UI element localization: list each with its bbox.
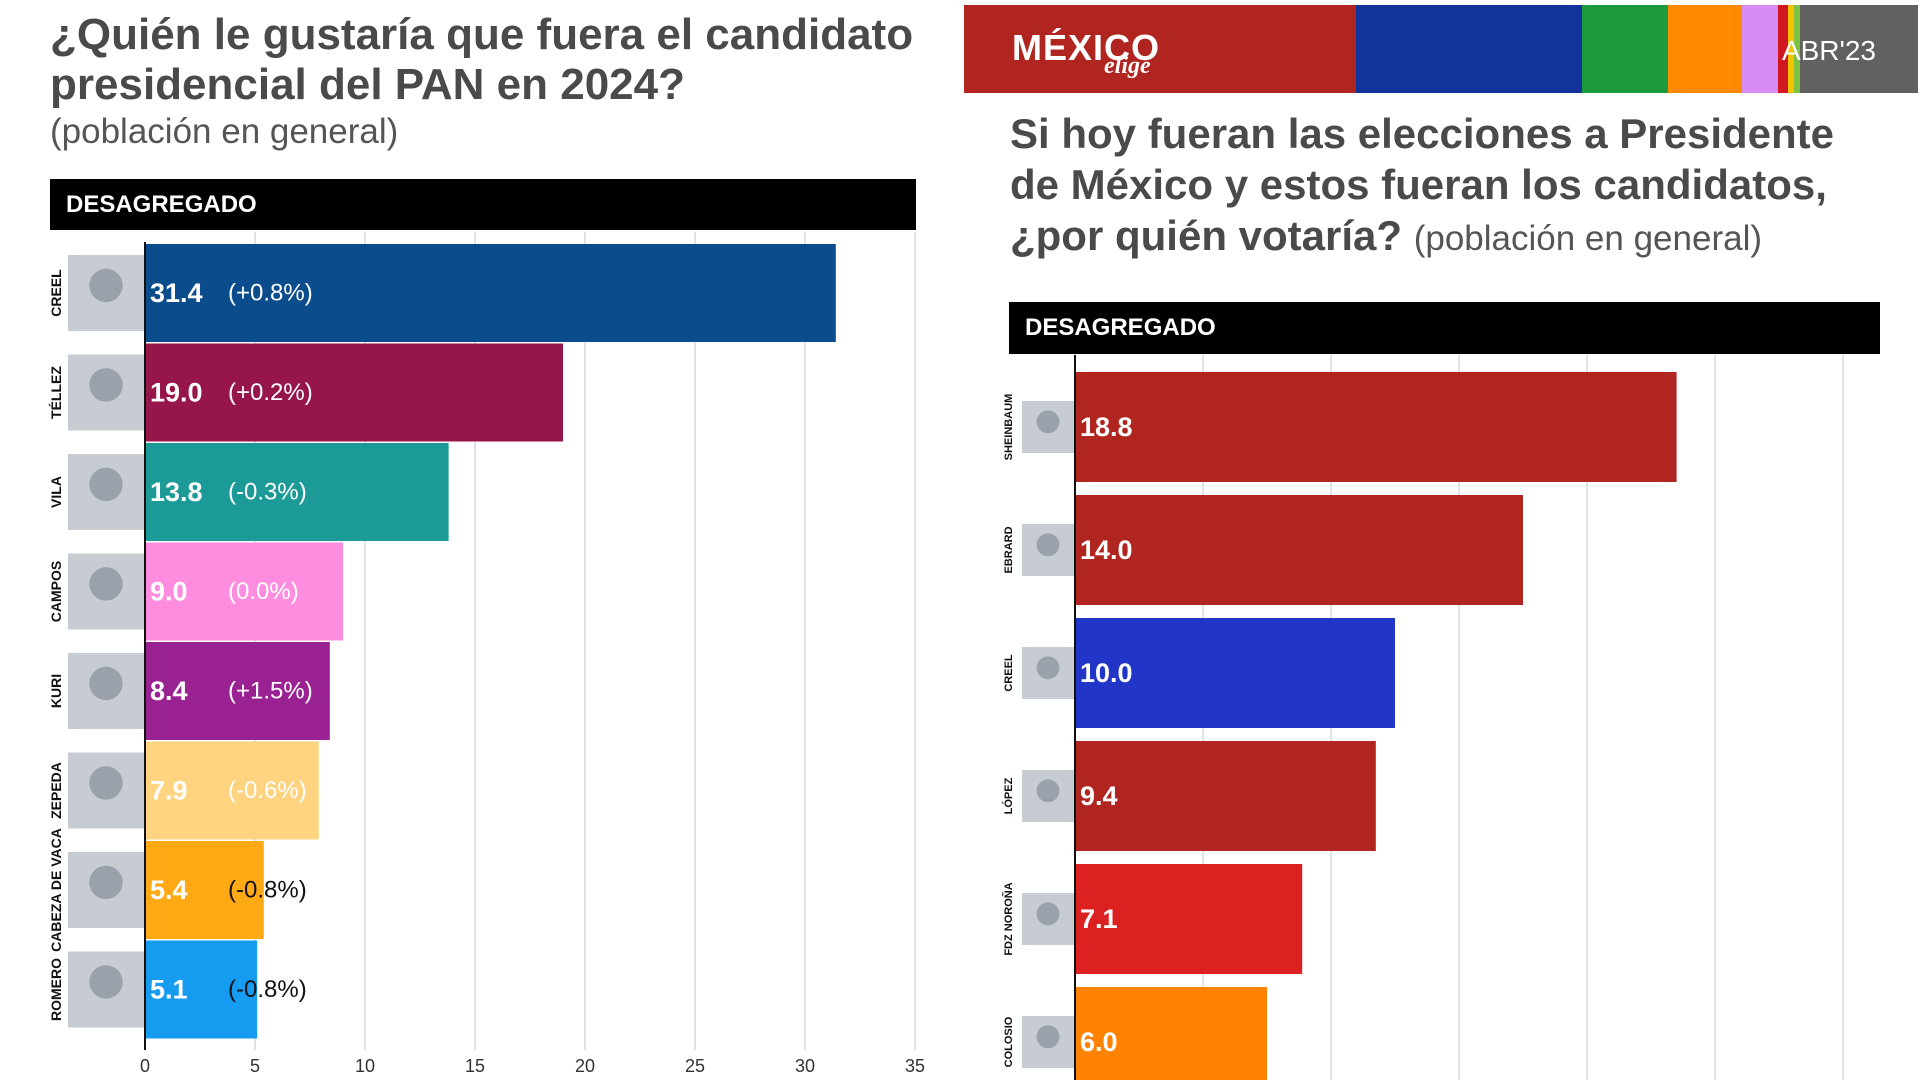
change-label-vila: (-0.3%) bbox=[228, 479, 307, 506]
x-tick-label-10: 10 bbox=[355, 1056, 375, 1076]
category-label-fdz-norona: FDZ NOROÑA bbox=[1002, 882, 1015, 955]
category-label-creel: CREEL bbox=[1003, 654, 1015, 692]
candidate-photo-head-zepeda bbox=[89, 766, 123, 800]
category-label-cabeza-de-vaca: CABEZA DE VACA bbox=[48, 828, 64, 952]
x-tick-label-15: 15 bbox=[465, 1056, 485, 1076]
category-label-colosio: COLOSIO bbox=[1003, 1016, 1015, 1067]
right-chart-panel: MÉXICO elige ABR'23 Si hoy fueran las el… bbox=[964, 0, 1920, 1080]
x-tick-label-35: 35 bbox=[905, 1056, 925, 1076]
bar-colosio bbox=[1075, 987, 1267, 1080]
bar-zepeda bbox=[145, 741, 319, 840]
value-label-ebrard: 14.0 bbox=[1080, 535, 1133, 565]
right-desagregado-header: DESAGREGADO bbox=[1009, 302, 1880, 354]
bar-vila bbox=[145, 443, 449, 541]
banner-segment-blue bbox=[1356, 5, 1582, 93]
category-label-romero: ROMERO bbox=[48, 958, 64, 1021]
x-tick-label-0: 0 bbox=[140, 1056, 150, 1076]
category-label-ebrard: EBRARD bbox=[1003, 526, 1015, 573]
banner-segment-pink bbox=[1742, 5, 1778, 93]
value-label-tellez: 19.0 bbox=[150, 378, 203, 408]
candidate-photo-head-vila bbox=[89, 467, 123, 502]
left-chart-panel: ¿Quién le gustaría que fuera el candidat… bbox=[48, 10, 925, 1076]
candidate-photo-head-colosio bbox=[1036, 1025, 1060, 1049]
value-label-creel: 10.0 bbox=[1080, 658, 1133, 688]
candidate-photo-head-ebrard bbox=[1036, 533, 1060, 557]
mexico-elige-logo: MÉXICO bbox=[1012, 27, 1161, 68]
candidate-photo-head-sheinbaum bbox=[1036, 410, 1060, 434]
value-label-fdz-norona: 7.1 bbox=[1080, 904, 1118, 934]
left-chart-subtitle: (población en general) bbox=[50, 112, 399, 151]
value-label-kuri: 8.4 bbox=[150, 676, 188, 706]
bar-creel bbox=[145, 244, 836, 342]
bar-ebrard bbox=[1075, 495, 1523, 605]
bar-sheinbaum bbox=[1075, 372, 1677, 482]
value-label-colosio: 6.0 bbox=[1080, 1027, 1118, 1057]
banner-segment-green bbox=[1582, 5, 1668, 93]
value-label-creel: 31.4 bbox=[150, 278, 203, 308]
right-chart-subtitle: (población en general) bbox=[1413, 219, 1762, 258]
value-label-sheinbaum: 18.8 bbox=[1080, 412, 1133, 442]
change-label-kuri: (+1.5%) bbox=[228, 678, 313, 705]
x-tick-label-30: 30 bbox=[795, 1056, 815, 1076]
category-label-creel: CREEL bbox=[48, 269, 64, 317]
candidate-photo-head-creel bbox=[89, 268, 123, 303]
change-label-campos: (0.0%) bbox=[228, 578, 299, 605]
bar-lopez bbox=[1075, 741, 1376, 851]
value-label-romero: 5.1 bbox=[150, 975, 188, 1005]
change-label-creel: (+0.8%) bbox=[228, 280, 313, 307]
bar-tellez bbox=[145, 343, 563, 442]
candidate-photo-head-cabeza-de-vaca bbox=[89, 865, 123, 900]
left-bar-chart: CREEL 31.4 (+0.8%) TÉLLEZ 19.0 (+0.2%) VILA 13.… bbox=[48, 232, 925, 1076]
value-label-lopez: 9.4 bbox=[1080, 781, 1118, 811]
right-chart-title-main: Si hoy fueran las elecciones a President… bbox=[1010, 110, 1835, 259]
category-label-vila: VILA bbox=[48, 476, 64, 508]
candidate-photo-head-fdz-norona bbox=[1036, 902, 1060, 926]
bar-creel bbox=[1075, 618, 1395, 728]
banner-segment-orange bbox=[1668, 5, 1742, 93]
x-tick-label-25: 25 bbox=[685, 1056, 705, 1076]
bar-romero bbox=[145, 940, 258, 1039]
banner-segment-gray bbox=[1800, 5, 1918, 93]
survey-date-label: ABR'23 bbox=[1781, 35, 1876, 66]
candidate-photo-head-lopez bbox=[1036, 779, 1060, 803]
left-desagregado-header: DESAGREGADO bbox=[50, 179, 916, 230]
bar-kuri bbox=[145, 642, 330, 740]
value-label-zepeda: 7.9 bbox=[150, 776, 188, 806]
banner-segment-yellow bbox=[1788, 5, 1794, 93]
x-tick-label-5: 5 bbox=[250, 1056, 260, 1076]
category-label-kuri: KURI bbox=[48, 674, 64, 708]
right-chart-title: Si hoy fueran las elecciones a President… bbox=[1010, 108, 1890, 264]
left-chart-title: ¿Quién le gustaría que fuera el candidat… bbox=[50, 10, 914, 109]
change-label-romero: (-0.8%) bbox=[228, 976, 307, 1003]
category-label-sheinbaum: SHEINBAUM bbox=[1003, 394, 1015, 461]
candidate-photo-head-campos bbox=[89, 567, 123, 601]
change-label-cabeza-de-vaca: (-0.8%) bbox=[228, 877, 307, 904]
change-label-tellez: (+0.2%) bbox=[228, 379, 313, 406]
change-label-zepeda: (-0.6%) bbox=[228, 777, 307, 804]
candidate-photo-head-creel bbox=[1036, 656, 1060, 680]
value-label-campos: 9.0 bbox=[150, 577, 188, 607]
category-label-lopez: LÓPEZ bbox=[1002, 777, 1015, 814]
candidate-photo-head-kuri bbox=[89, 666, 123, 701]
banner-segment-red bbox=[964, 5, 1356, 93]
bar-campos bbox=[145, 542, 343, 641]
banner-segment-darkred bbox=[1778, 5, 1788, 93]
value-label-vila: 13.8 bbox=[150, 477, 203, 507]
category-label-tellez: TÉLLEZ bbox=[48, 366, 64, 419]
right-bar-chart: SHEINBAUM 18.8 EBRARD 14.0 CREEL 10.0 LÓPEZ 9.4… bbox=[1002, 355, 1844, 1080]
value-label-cabeza-de-vaca: 5.4 bbox=[150, 875, 188, 905]
category-label-campos: CAMPOS bbox=[48, 561, 64, 622]
category-label-zepeda: ZEPEDA bbox=[48, 762, 64, 819]
candidate-photo-head-romero bbox=[89, 965, 123, 999]
mexico-elige-logo-tagline: elige bbox=[1104, 53, 1151, 79]
candidate-photo-head-tellez bbox=[89, 368, 123, 402]
banner-segment-lime bbox=[1794, 5, 1800, 93]
x-tick-label-20: 20 bbox=[575, 1056, 595, 1076]
bar-cabeza-de-vaca bbox=[145, 841, 264, 939]
mexico-elige-banner: MÉXICO elige ABR'23 bbox=[964, 5, 1918, 93]
bar-fdz-norona bbox=[1075, 864, 1303, 974]
